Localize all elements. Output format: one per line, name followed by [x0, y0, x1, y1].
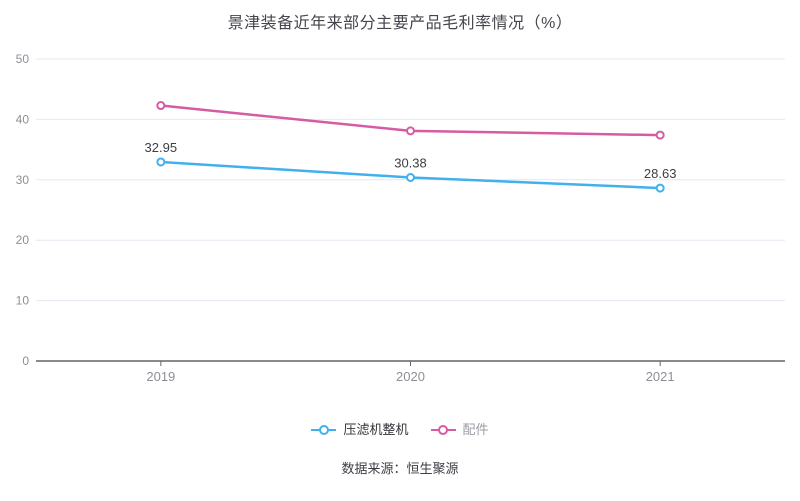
data-point[interactable]	[406, 126, 415, 136]
legend-item-series-1[interactable]: 配件	[430, 422, 489, 437]
y-tick-label: 30	[16, 173, 30, 187]
x-tick-label: 2020	[396, 369, 425, 384]
data-point-label: 30.38	[394, 156, 427, 171]
x-tick-label: 2019	[146, 369, 175, 384]
y-tick-label: 0	[22, 354, 29, 368]
y-tick-label: 10	[16, 294, 30, 308]
data-point[interactable]	[655, 183, 665, 193]
y-tick-label: 50	[16, 52, 30, 66]
data-point-label: 32.95	[145, 140, 178, 155]
data-point-label: 28.63	[644, 166, 677, 181]
data-point[interactable]	[406, 173, 415, 183]
y-tick-label: 40	[16, 112, 30, 126]
line-series-marker-icon	[311, 424, 337, 435]
y-tick-label: 20	[16, 233, 30, 247]
chart-title: 景津装备近年来部分主要产品毛利率情况（%）	[227, 15, 573, 32]
data-point[interactable]	[655, 130, 665, 140]
legend-label: 配件	[462, 422, 489, 437]
legend-item-series-0[interactable]: 压滤机整机	[311, 422, 409, 437]
legend-label: 压滤机整机	[343, 422, 409, 437]
x-tick-label: 2021	[646, 369, 675, 384]
data-point[interactable]	[156, 157, 166, 167]
line-series-marker-icon	[430, 424, 456, 435]
legend: 压滤机整机 配件	[0, 423, 800, 436]
data-point[interactable]	[156, 101, 166, 111]
data-source-label: 数据来源：恒生聚源	[341, 461, 459, 476]
